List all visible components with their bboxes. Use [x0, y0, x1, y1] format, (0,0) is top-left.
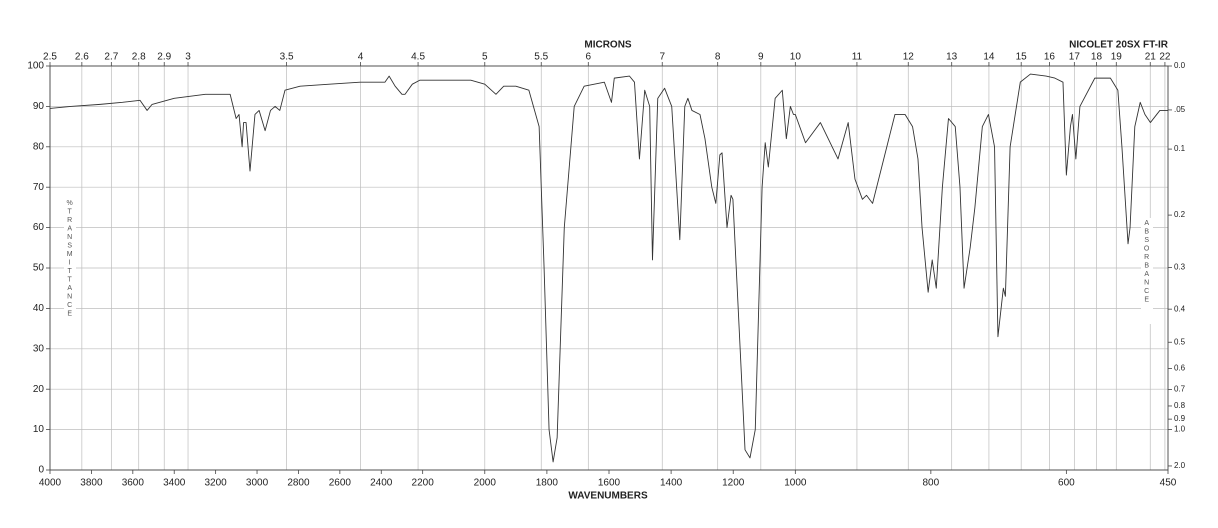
- x2-tick-label: 19: [1111, 52, 1123, 63]
- x2-tick-label: 2.9: [157, 52, 171, 63]
- x-tick-label: 800: [923, 478, 940, 489]
- y2-tick-label: 0.5: [1174, 337, 1186, 346]
- y2-tick-label: 2.0: [1174, 461, 1186, 470]
- spectrum-line: [49, 73, 1168, 463]
- x-tick-label: 2400: [370, 478, 393, 489]
- y-axis-title: %TRANSMITTANCE: [66, 200, 73, 319]
- plot-frame: [49, 65, 1169, 471]
- x2-tick-label: 2.5: [43, 52, 57, 63]
- x2-tick-label: 7: [659, 52, 665, 63]
- y-tick-label: 0: [38, 465, 44, 476]
- x-tick-label: 1200: [722, 478, 745, 489]
- y-tick-label: 90: [33, 101, 45, 112]
- x2-tick-label: 15: [1016, 52, 1028, 63]
- x2-tick-label: 21: [1145, 52, 1157, 63]
- x2-tick-label: 3: [185, 52, 191, 63]
- x-tick-label: 3200: [205, 478, 228, 489]
- x2-tick-label: 18: [1091, 52, 1103, 63]
- x2-tick-label: 14: [983, 52, 995, 63]
- top-axis-title: MICRONS: [584, 40, 632, 51]
- y2-tick-label: 0.6: [1174, 364, 1186, 373]
- y-tick-label: 20: [33, 384, 45, 395]
- y-tick-label: 40: [33, 303, 45, 314]
- x2-tick-label: 13: [946, 52, 958, 63]
- x2-tick-label: 22: [1159, 52, 1171, 63]
- y2-tick-label: 0.8: [1174, 401, 1186, 410]
- x-tick-label: 2200: [412, 478, 435, 489]
- y-title-bg: [64, 198, 76, 346]
- x2-tick-label: 4: [358, 52, 364, 63]
- y2-tick-label: 0.0: [1174, 61, 1186, 70]
- x-tick-label: 1400: [660, 478, 683, 489]
- y-tick-label: 60: [33, 222, 45, 233]
- x-tick-label: 3000: [246, 478, 269, 489]
- y2-tick-label: 0.1: [1174, 144, 1186, 153]
- x-tick-label: 450: [1160, 478, 1177, 489]
- x-tick-label: 4000: [39, 478, 62, 489]
- x-tick-label: 1800: [536, 478, 559, 489]
- y-tick-label: 80: [33, 141, 45, 152]
- x-tick-label: 2000: [474, 478, 497, 489]
- y2-axis-title: ABSORBANCE: [1143, 220, 1150, 305]
- x2-tick-label: 17: [1069, 52, 1081, 63]
- y-tick-label: 50: [33, 263, 45, 274]
- y2-tick-label: 0.4: [1174, 304, 1186, 313]
- x2-tick-label: 10: [790, 52, 802, 63]
- x2-tick-label: 8: [715, 52, 721, 63]
- y2-tick-label: .05: [1174, 105, 1186, 114]
- x-tick-label: 1000: [784, 478, 807, 489]
- y2-tick-label: 0.2: [1174, 210, 1186, 219]
- instrument-label: NICOLET 20SX FT-IR: [1069, 40, 1169, 51]
- x2-tick-label: 2.8: [132, 52, 146, 63]
- y-tick-label: 30: [33, 343, 45, 354]
- y-tick-label: 100: [27, 61, 44, 72]
- y2-tick-label: 1.0: [1174, 425, 1186, 434]
- x-tick-label: 600: [1058, 478, 1075, 489]
- x-tick-label: 2600: [329, 478, 352, 489]
- x-tick-label: 2800: [287, 478, 310, 489]
- y2-title-bg: [1141, 218, 1153, 324]
- x2-tick-label: 9: [758, 52, 764, 63]
- x2-tick-label: 12: [903, 52, 915, 63]
- y2-tick-label: 0.7: [1174, 385, 1186, 394]
- x2-tick-label: 4.5: [411, 52, 425, 63]
- x2-tick-label: 5.5: [534, 52, 548, 63]
- x2-tick-label: 16: [1044, 52, 1056, 63]
- x2-tick-label: 3.5: [280, 52, 294, 63]
- y-tick-label: 10: [33, 424, 45, 435]
- x2-tick-label: 5: [482, 52, 488, 63]
- x2-tick-label: 6: [586, 52, 592, 63]
- x-axis-title: WAVENUMBERS: [568, 491, 648, 502]
- x-tick-label: 3400: [163, 478, 186, 489]
- x-tick-label: 3600: [122, 478, 145, 489]
- y2-tick-label: 0.3: [1174, 263, 1186, 272]
- x-tick-label: 1600: [598, 478, 621, 489]
- x-tick-label: 3800: [80, 478, 103, 489]
- x2-tick-label: 11: [852, 52, 863, 63]
- y2-tick-label: 0.9: [1174, 414, 1186, 423]
- x2-tick-label: 2.7: [104, 52, 118, 63]
- x2-tick-label: 2.6: [75, 52, 89, 63]
- y-tick-label: 70: [33, 182, 45, 193]
